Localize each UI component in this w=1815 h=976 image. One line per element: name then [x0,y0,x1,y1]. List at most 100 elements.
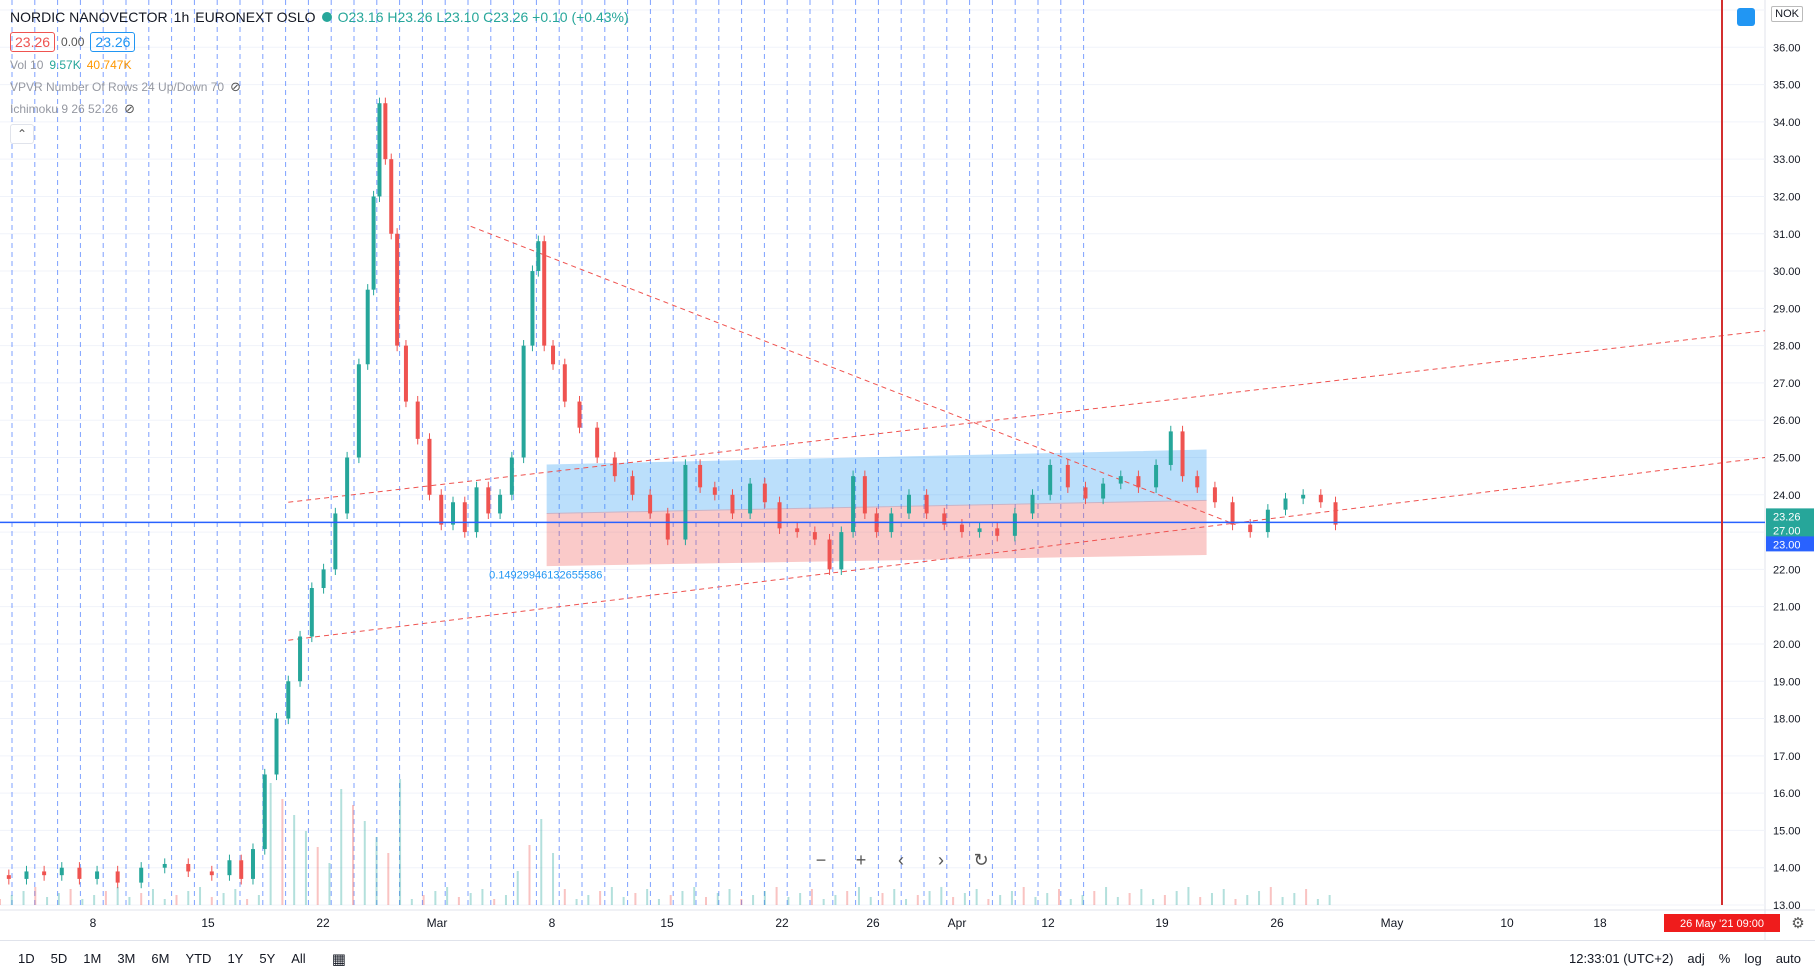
trend-line[interactable] [288,457,1766,641]
volume-bar [1293,893,1296,905]
price-label-box [1766,508,1814,524]
volume-bar [905,899,908,905]
y-tick-label: 22.00 [1773,564,1801,576]
hidden-eye-icon[interactable]: ⊘ [230,79,241,94]
range-5d[interactable]: 5D [50,951,68,966]
hidden-eye-icon[interactable]: ⊘ [124,101,135,116]
symbol-name[interactable]: NORDIC NANOVECTOR [10,9,168,25]
ichimoku-indicator[interactable]: Ichimoku 9 26 52 26 ⊘ [10,101,135,116]
volume-bar [257,895,260,905]
range-ytd[interactable]: YTD [185,951,212,966]
collapse-legend-button[interactable]: ⌃ [10,124,34,144]
volume-bar [846,891,849,905]
volume-bar [799,893,802,905]
y-tick-label: 27.00 [1773,378,1801,390]
candle-body [551,345,556,365]
x-tick-label: 15 [660,916,674,930]
interval-label[interactable]: 1h [173,9,190,25]
volume-bar [787,897,790,905]
y-tick-label: 33.00 [1773,154,1801,166]
candle-body [1230,502,1235,525]
candle-body [371,196,376,290]
range-5y[interactable]: 5Y [259,951,276,966]
volume-bar [187,891,190,905]
candle-body [262,774,267,850]
range-6m[interactable]: 6M [151,951,170,966]
range-1m[interactable]: 1M [83,951,102,966]
candle-body [577,401,582,428]
volume-bar [493,899,496,905]
volume-bar [128,897,131,905]
volume-bar [528,845,531,905]
x-tick-label: 15 [201,916,215,930]
candle-body [1154,464,1159,488]
zoom-out-icon[interactable]: − [815,850,827,870]
adj-toggle[interactable]: adj [1687,951,1705,966]
candle-body [6,875,11,879]
candle-body [345,457,350,514]
volume-bar [1210,893,1213,905]
range-3m[interactable]: 3M [117,951,136,966]
bid-price[interactable]: 23.26 [10,32,56,52]
volume-bar [1316,899,1319,905]
candle-body [542,241,547,346]
reset-icon[interactable]: ↻ [973,850,989,870]
scroll-right-icon[interactable]: › [938,850,944,870]
currency-badge[interactable]: NOK [1771,6,1803,22]
auto-toggle[interactable]: auto [1775,951,1801,966]
volume-bar [610,887,613,905]
candle-body [562,364,567,402]
volume-bar [999,895,1002,905]
volume-bar [1069,899,1072,905]
date-range-icon[interactable]: ▦ [331,950,346,968]
candle-body [851,476,856,533]
zoom-in-icon[interactable]: + [855,850,867,870]
y-tick-label: 14.00 [1773,863,1801,875]
y-tick-label: 16.00 [1773,788,1801,800]
price-chart[interactable]: 13.00 14.00 15.00 16.00 17.00 18.00 19.00 20.00… [0,0,1815,940]
price-axis[interactable] [1765,0,1815,940]
volume-bar [716,893,719,905]
vol-indicator[interactable]: Vol 10 9.57K 40.747K [10,58,132,72]
vpvr-indicator[interactable]: VPVR Number Of Rows 24 Up/Down 70 ⊘ [10,79,241,94]
candle-body [1212,487,1217,503]
x-tick-label: Apr [948,916,967,930]
scroll-left-icon[interactable]: ‹ [898,850,904,870]
volume-bar [516,871,519,905]
volume-bar [1152,899,1155,905]
clock[interactable]: 12:33:01 (UTC+2) [1568,951,1674,966]
volume-bar [928,891,931,905]
range-1y[interactable]: 1Y [227,951,244,966]
channel-upper[interactable] [546,449,1207,514]
candle-body [762,483,767,503]
ask-price[interactable]: 23.26 [90,32,136,52]
y-tick-label: 36.00 [1773,42,1801,54]
range-1d[interactable]: 1D [18,951,35,966]
trend-line[interactable] [470,225,1236,526]
candle-body [309,588,314,637]
candle-body [274,718,279,775]
x-tick-label: 19 [1155,916,1169,930]
log-toggle[interactable]: log [1744,951,1762,966]
candle-body [42,871,47,876]
volume-bar [116,887,119,905]
percent-toggle[interactable]: % [1718,951,1731,966]
volume-bar [1046,893,1049,905]
volume-bar [775,887,778,905]
trend-line[interactable] [288,330,1766,503]
settings-gear-icon[interactable]: ⚙ [1791,915,1804,932]
volume-bar [1187,887,1190,905]
x-tick-label: 26 [866,916,880,930]
price-label: 23.26 [1773,511,1801,523]
candle-body [630,476,635,495]
fullscreen-icon[interactable] [1737,8,1755,26]
range-all[interactable]: All [291,951,306,966]
volume-bar [0,899,1,905]
volume-bar [269,783,272,905]
volume-bar [163,899,166,905]
candle-body [1065,464,1070,488]
volume-bar [987,899,990,905]
volume-bar [246,899,249,905]
volume-bar [1081,895,1084,905]
candle-body [1012,513,1017,536]
